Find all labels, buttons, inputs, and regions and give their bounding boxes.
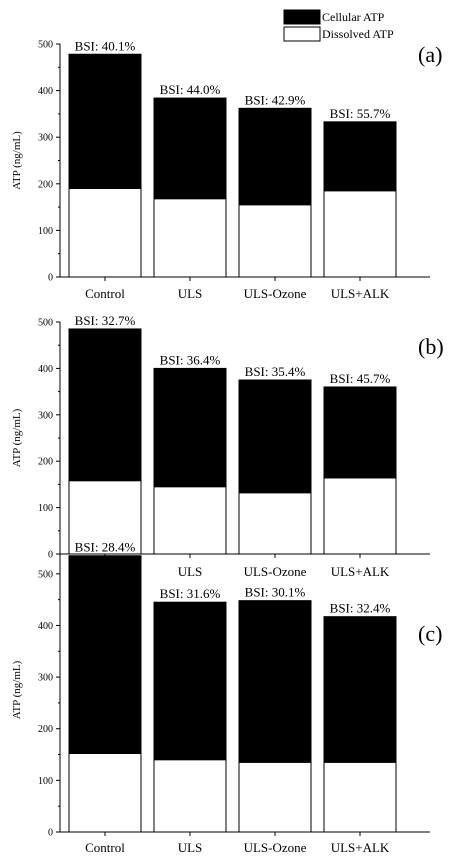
x-tick-label: ULS+ALK bbox=[331, 286, 390, 301]
y-tick-label: 0 bbox=[48, 828, 53, 839]
y-tick-label: 400 bbox=[38, 621, 53, 632]
panel-label: (c) bbox=[418, 621, 442, 646]
y-tick-label: 0 bbox=[48, 273, 53, 284]
y-tick-label: 100 bbox=[38, 226, 53, 237]
x-tick-label: Control bbox=[85, 840, 125, 855]
bsi-annotation: BSI: 40.1% bbox=[75, 38, 136, 53]
bar-dissolved-uls-ozone bbox=[238, 204, 312, 278]
y-tick-label: 400 bbox=[38, 364, 53, 375]
bsi-annotation: BSI: 30.1% bbox=[245, 585, 306, 600]
bsi-annotation: BSI: 31.6% bbox=[160, 586, 221, 601]
y-tick-label: 300 bbox=[38, 133, 53, 144]
bsi-annotation: BSI: 44.0% bbox=[160, 82, 221, 97]
y-tick-label: 200 bbox=[38, 457, 53, 468]
panel-label: (a) bbox=[418, 42, 442, 67]
y-axis-label: ATP (ng/mL) bbox=[11, 660, 23, 719]
chart-panel-c: 0 100 200 300 400 500 ATP (ng/mL) (c) Control BSI… bbox=[11, 540, 442, 855]
bsi-annotation: BSI: 45.7% bbox=[330, 371, 391, 386]
bar-dissolved-control bbox=[68, 753, 142, 833]
y-tick-label: 100 bbox=[38, 503, 53, 514]
bar-dissolved-uls-alk bbox=[323, 477, 397, 555]
bar-cellular-uls bbox=[153, 367, 227, 488]
x-tick-label: ULS+ALK bbox=[331, 564, 390, 579]
y-tick-label: 0 bbox=[48, 550, 53, 561]
y-axis-label: ATP (ng/mL) bbox=[11, 131, 23, 190]
y-axis-label: ATP (ng/mL) bbox=[11, 408, 23, 467]
bar-cellular-uls bbox=[153, 97, 227, 200]
y-tick-label: 200 bbox=[38, 724, 53, 735]
y-tick-label: 500 bbox=[38, 40, 53, 51]
bsi-annotation: BSI: 55.7% bbox=[330, 106, 391, 121]
bsi-annotation: BSI: 32.4% bbox=[330, 601, 391, 616]
bsi-annotation: BSI: 36.4% bbox=[160, 352, 221, 367]
bar-cellular-uls bbox=[153, 601, 227, 761]
x-tick-label: ULS bbox=[178, 840, 203, 855]
bsi-annotation: BSI: 35.4% bbox=[245, 364, 306, 379]
bsi-annotation: BSI: 32.7% bbox=[75, 313, 136, 328]
bar-cellular-control bbox=[68, 53, 142, 189]
chart-panel-a: 0 100 200 300 400 500 ATP (ng/mL) (a) Control BSI… bbox=[11, 38, 442, 301]
y-tick-label: 300 bbox=[38, 410, 53, 421]
bar-dissolved-uls bbox=[153, 486, 227, 555]
bar-dissolved-uls-alk bbox=[323, 190, 397, 278]
bar-cellular-uls-ozone bbox=[238, 600, 312, 763]
bar-dissolved-uls-ozone bbox=[238, 492, 312, 555]
legend-swatch-dissolved bbox=[283, 26, 321, 42]
panel-label: (b) bbox=[418, 334, 444, 359]
bar-dissolved-control bbox=[68, 187, 142, 278]
bar-dissolved-uls-alk bbox=[323, 761, 397, 833]
x-tick-label: Control bbox=[85, 286, 125, 301]
x-tick-label: ULS-Ozone bbox=[244, 840, 307, 855]
bar-cellular-uls-ozone bbox=[238, 379, 312, 494]
bar-cellular-uls-ozone bbox=[238, 107, 312, 206]
legend-swatch-cellular bbox=[283, 9, 321, 25]
bsi-annotation: BSI: 28.4% bbox=[75, 540, 136, 555]
legend: Cellular ATP Dissolved ATP bbox=[283, 9, 394, 42]
bar-cellular-uls-alk bbox=[323, 616, 397, 763]
bar-cellular-control bbox=[68, 555, 142, 755]
x-tick-label: ULS bbox=[178, 564, 203, 579]
bar-dissolved-uls bbox=[153, 759, 227, 833]
bar-dissolved-uls bbox=[153, 198, 227, 278]
x-tick-label: ULS bbox=[178, 286, 203, 301]
bar-cellular-control bbox=[68, 328, 142, 482]
x-tick-label: ULS+ALK bbox=[331, 840, 390, 855]
y-tick-label: 200 bbox=[38, 179, 53, 190]
bar-cellular-uls-alk bbox=[323, 386, 397, 479]
x-tick-label: ULS-Ozone bbox=[244, 564, 307, 579]
legend-label-dissolved: Dissolved ATP bbox=[322, 27, 394, 41]
bar-dissolved-uls-ozone bbox=[238, 761, 312, 833]
bar-cellular-uls-alk bbox=[323, 121, 397, 192]
y-tick-label: 500 bbox=[38, 318, 53, 329]
x-tick-label: ULS-Ozone bbox=[244, 286, 307, 301]
y-tick-label: 300 bbox=[38, 673, 53, 684]
y-tick-label: 100 bbox=[38, 776, 53, 787]
y-tick-label: 400 bbox=[38, 86, 53, 97]
bsi-annotation: BSI: 42.9% bbox=[245, 92, 306, 107]
legend-label-cellular: Cellular ATP bbox=[322, 10, 385, 24]
y-tick-label: 500 bbox=[38, 569, 53, 580]
